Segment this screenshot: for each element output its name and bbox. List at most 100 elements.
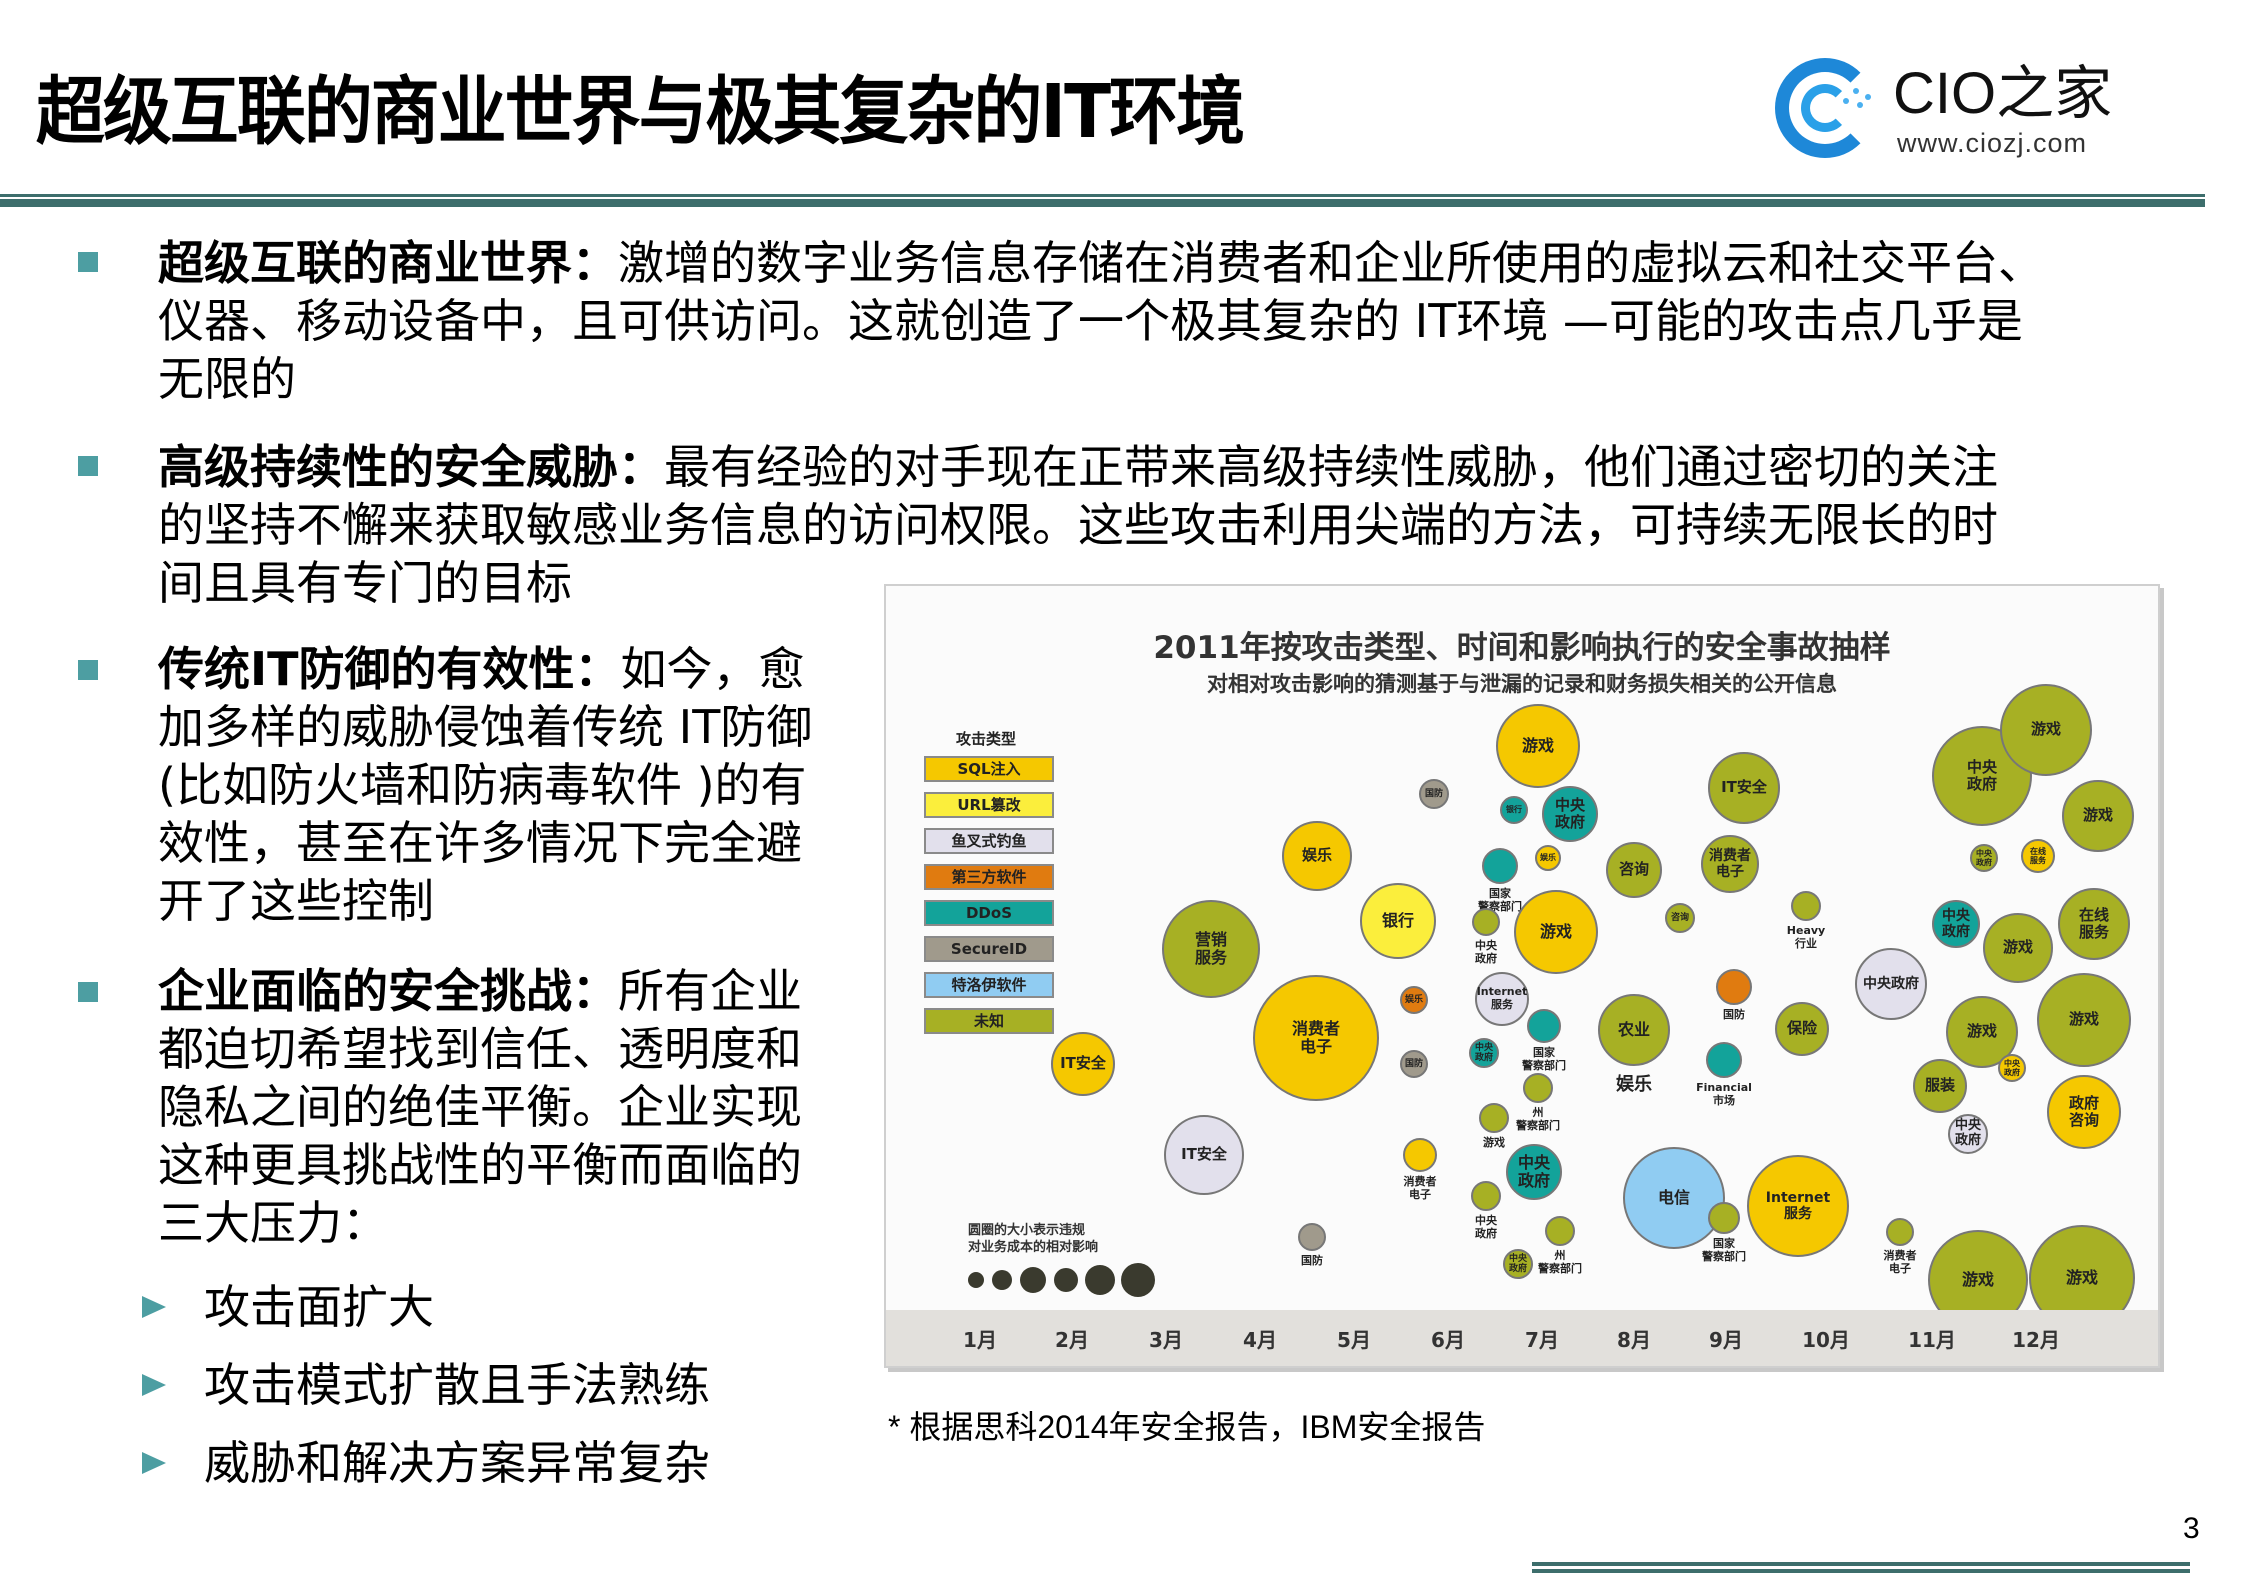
page-number: 3 [2183, 1512, 2200, 1545]
logo-dots-icon [1843, 88, 1873, 118]
bullet-2: 高级持续性的安全威胁：最有经验的对手现在正带来高级持续性威胁，他们通过密切的关注 [158, 438, 1998, 496]
size-dot-icon [1054, 1268, 1078, 1292]
data-bubble: 游戏 [1514, 890, 1598, 974]
bullet-square-icon [78, 982, 98, 1002]
bubble-caption: 娱乐 [1616, 1074, 1652, 1095]
bullet-4: 企业面临的安全挑战：所有企业 [158, 962, 802, 1020]
data-bubble [1472, 908, 1500, 936]
data-bubble: 银行 [1500, 796, 1528, 824]
bubble-caption: 中央 政府 [1475, 939, 1497, 966]
data-bubble [1523, 1073, 1553, 1103]
data-bubble: 国防 [1419, 779, 1449, 809]
data-bubble: 中央 政府 [1506, 1144, 1562, 1200]
legend-item: URL篡改 [924, 792, 1054, 818]
bubble-caption: 州 警察部门 [1538, 1249, 1582, 1276]
size-note-line-2: 对业务成本的相对影响 [968, 1240, 1099, 1255]
sub-bullet-2: 攻击模式扩散且手法熟练 [204, 1358, 710, 1412]
bullet-2-line-1: 最有经验的对手现在正带来高级持续性威胁，他们通过密切的关注 [664, 440, 1998, 494]
data-bubble: Internet 服务 [1747, 1155, 1849, 1257]
data-bubble: 中央 政府 [1948, 1114, 1988, 1154]
data-bubble: IT安全 [1708, 752, 1780, 824]
data-bubble: 中央 政府 [1503, 1249, 1533, 1279]
sub-bullet-1: 攻击面扩大 [204, 1280, 434, 1334]
header-rule-thick [0, 199, 2205, 207]
data-bubble: 咨询 [1606, 842, 1662, 898]
bullet-3-line-1: 如今，愈 [620, 642, 805, 696]
data-bubble: 中央 政府 [1542, 786, 1598, 842]
bullet-3-line-3: (比如防火墙和防病毒软件 )的有 [158, 758, 807, 812]
x-tick-label: 9月 [1709, 1328, 1743, 1352]
bullet-4-line-3: 隐私之间的绝佳平衡。企业实现 [158, 1080, 802, 1134]
bubble-caption: Financial 市场 [1696, 1081, 1752, 1108]
data-bubble [1716, 969, 1752, 1005]
data-bubble: 游戏 [2037, 973, 2131, 1067]
data-bubble [1706, 1042, 1742, 1078]
legend-title: 攻击类型 [956, 730, 1017, 748]
bullet-2-heading: 高级持续性的安全威胁： [158, 440, 664, 494]
bullet-3: 传统IT防御的有效性：如今，愈 [158, 640, 805, 698]
legend-item: SQL注入 [924, 756, 1054, 782]
bullet-square-icon [78, 660, 98, 680]
data-bubble [1298, 1223, 1326, 1251]
data-bubble: 在线 服务 [2058, 888, 2130, 960]
size-dot-icon [1085, 1265, 1115, 1295]
data-bubble: 中央政府 [1855, 948, 1927, 1020]
arrow-bullet-icon [142, 1452, 166, 1474]
data-bubble: 娱乐 [1282, 821, 1352, 891]
header-rule-thin [0, 194, 2205, 197]
bullet-4-line-4: 这种更具挑战性的平衡而面临的 [158, 1138, 802, 1192]
data-bubble [1479, 1103, 1509, 1133]
bullet-4-line-1: 所有企业 [618, 964, 802, 1018]
x-tick-label: 6月 [1431, 1328, 1465, 1352]
bullet-3-heading: 传统IT防御的有效性： [158, 642, 621, 696]
bullet-1: 超级互联的商业世界：激增的数字业务信息存储在消费者和企业所使用的虚拟云和社交平台… [158, 234, 2044, 292]
source-footnote: * 根据思科2014年安全报告，IBM安全报告 [888, 1409, 1486, 1445]
bubble-chart: 2011年按攻击类型、时间和影响执行的安全事故抽样 对相对攻击影响的猜测基于与泄… [884, 584, 2160, 1368]
bubble-caption: Heavy 行业 [1786, 924, 1826, 951]
legend-item: 未知 [924, 1008, 1054, 1034]
size-dot-icon [968, 1272, 984, 1288]
data-bubble: 中央 政府 [1970, 844, 1998, 872]
data-bubble: 中央 政府 [1469, 1038, 1499, 1068]
bullet-square-icon [78, 456, 98, 476]
bullet-4-line-2: 都迫切希望找到信任、透明度和 [158, 1022, 802, 1076]
bullet-1-heading: 超级互联的商业世界： [158, 236, 618, 290]
data-bubble [1708, 1202, 1740, 1234]
bubble-caption: 国家 警察部门 [1702, 1237, 1746, 1264]
x-tick-label: 3月 [1149, 1328, 1183, 1352]
data-bubble: 游戏 [1496, 704, 1580, 788]
bubble-caption: 消费者 电子 [1883, 1249, 1917, 1276]
data-bubble: 游戏 [2062, 780, 2134, 852]
data-bubble: 娱乐 [1400, 986, 1428, 1014]
logo-c-inner-icon [1801, 84, 1849, 132]
data-bubble: 游戏 [1983, 913, 2053, 983]
bullet-3-line-5: 开了这些控制 [158, 874, 434, 928]
bullet-1-line-1: 激增的数字业务信息存储在消费者和企业所使用的虚拟云和社交平台、 [618, 236, 2044, 290]
chart-subtitle: 对相对攻击影响的猜测基于与泄漏的记录和财务损失相关的公开信息 [1207, 672, 1837, 696]
bullet-2-line-2: 的坚持不懈来获取敏感业务信息的访问权限。这些攻击利用尖端的方法，可持续无限长的时 [158, 498, 1998, 552]
bubble-caption: 国防 [1723, 1008, 1745, 1021]
data-bubble: Internet 服务 [1475, 972, 1529, 1026]
logo-name: CIO之家 [1893, 61, 2113, 126]
bubble-caption: 国防 [1301, 1254, 1323, 1267]
data-bubble: 政府 咨询 [2047, 1075, 2121, 1149]
data-bubble: 电信 [1623, 1147, 1725, 1249]
bubble-caption: 消费者 电子 [1403, 1175, 1437, 1202]
data-bubble [1886, 1218, 1914, 1246]
x-axis-band: 1月 2月 3月 4月 5月 6月 7月 8月 9月 10月 11月 12月 [886, 1310, 2158, 1366]
arrow-bullet-icon [142, 1296, 166, 1318]
data-bubble: 保险 [1775, 1002, 1829, 1056]
x-tick-label: 5月 [1337, 1328, 1371, 1352]
data-bubble [1527, 1009, 1561, 1043]
legend-item: 特洛伊软件 [924, 972, 1054, 998]
legend-item: SecureID [924, 936, 1054, 962]
data-bubble: 游戏 [2000, 684, 2092, 776]
data-bubble: 服装 [1913, 1059, 1967, 1113]
bubble-caption: 国家 警察部门 [1522, 1046, 1566, 1073]
footer-rule [1532, 1569, 2190, 1573]
logo-url: www.ciozj.com [1897, 128, 2088, 158]
x-tick-label: 2月 [1055, 1328, 1089, 1352]
size-dot-icon [992, 1270, 1012, 1290]
data-bubble [1545, 1216, 1575, 1246]
legend-item: 第三方软件 [924, 864, 1054, 890]
